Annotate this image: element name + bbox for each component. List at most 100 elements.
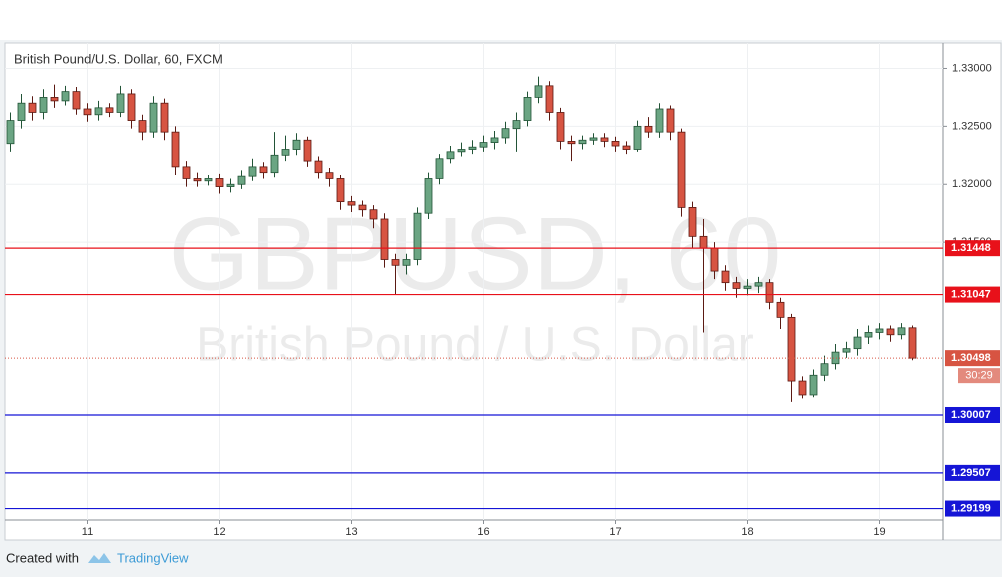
candle-body <box>765 282 774 303</box>
candle-body <box>688 207 697 237</box>
candle-body <box>248 166 257 177</box>
price-level-tag <box>945 500 1000 517</box>
candle-body <box>237 175 246 185</box>
candle-body <box>677 131 686 208</box>
chart-frame <box>4 42 1002 541</box>
candle-body <box>787 316 796 382</box>
candle-body <box>314 160 323 174</box>
candle-body <box>798 380 807 396</box>
candle-body <box>171 131 180 168</box>
x-tick-label: 19 <box>873 526 885 538</box>
candle-body <box>127 93 136 121</box>
candle-body <box>468 146 477 150</box>
candle-body <box>875 328 884 333</box>
y-tick-label: 1.32000 <box>952 178 992 190</box>
footer: Created with TradingView <box>6 550 189 565</box>
candle-body <box>842 348 851 353</box>
x-tick-label: 18 <box>741 526 753 538</box>
candle-body <box>567 141 576 145</box>
candle-body <box>193 178 202 182</box>
price-level-tag <box>945 406 1000 423</box>
price-level-label: 1.31448 <box>951 242 991 254</box>
candle-body <box>886 328 895 336</box>
candle-body <box>622 145 631 150</box>
candle-body <box>17 102 26 121</box>
x-tick-label: 13 <box>345 526 357 538</box>
candle-body <box>61 91 70 102</box>
candle-body <box>556 112 565 142</box>
countdown-label: 30:29 <box>965 370 993 382</box>
candle-body <box>413 212 422 260</box>
candle-body <box>94 107 103 116</box>
candle-body <box>732 282 741 289</box>
candle-body <box>259 166 268 174</box>
candle-body <box>501 128 510 139</box>
price-level-label: 1.30007 <box>951 409 991 421</box>
candle-body <box>644 125 653 133</box>
y-tick-label: 1.33000 <box>952 62 992 74</box>
candle-body <box>424 178 433 214</box>
candle-body <box>446 151 455 160</box>
candle-body <box>908 327 917 359</box>
price-level-label: 1.29507 <box>951 467 991 479</box>
watermark: GBPUSD, 60 British Pound / U.S. Dollar <box>169 196 782 371</box>
candle-body <box>490 137 499 143</box>
candle-body <box>270 154 279 174</box>
plot-layer: 1.330001.325001.320001.31500111213161718… <box>5 43 1000 538</box>
x-tick-label: 11 <box>82 526 93 538</box>
candle-body <box>72 91 81 110</box>
candle-body <box>534 85 543 98</box>
candle-body <box>754 282 763 287</box>
candle-body <box>699 235 708 249</box>
price-level-tag <box>945 464 1000 481</box>
candle-body <box>457 149 466 153</box>
candle-body <box>325 172 334 179</box>
candle-body <box>512 120 521 130</box>
candle-body <box>281 149 290 156</box>
candle-body <box>435 158 444 179</box>
candle-body <box>743 285 752 289</box>
candle-body <box>578 139 587 145</box>
candle-body <box>292 139 301 150</box>
price-level-tag <box>945 240 1000 257</box>
candle-body <box>336 178 345 203</box>
current-price-tag <box>945 350 1000 367</box>
candle-body <box>149 102 158 133</box>
candle-body <box>897 327 906 336</box>
watermark-name: British Pound / U.S. Dollar <box>196 319 754 372</box>
candle-body <box>380 218 389 260</box>
candle-body <box>853 336 862 350</box>
top-bar <box>0 0 1002 40</box>
candle-body <box>633 125 642 150</box>
candle-body <box>204 178 213 182</box>
footer-brand[interactable]: TradingView <box>117 550 189 565</box>
candle-body <box>589 137 598 141</box>
x-tick-label: 17 <box>609 526 621 538</box>
candle-body <box>666 108 675 133</box>
candle-body <box>105 107 114 113</box>
x-tick-label: 16 <box>477 526 489 538</box>
candle-body <box>182 166 191 179</box>
candle-body <box>809 374 818 396</box>
candle-body <box>402 259 411 266</box>
x-tick-label: 12 <box>213 526 225 538</box>
candle-body <box>28 102 37 113</box>
countdown-tag <box>958 368 1000 384</box>
candle-body <box>138 120 147 133</box>
candle-body <box>721 270 730 284</box>
candle-body <box>864 332 873 338</box>
candle-body <box>369 209 378 220</box>
candle-body <box>6 120 15 145</box>
price-level-tag <box>945 286 1000 303</box>
candle-body <box>303 139 312 162</box>
candle-body <box>600 137 609 142</box>
candle-body <box>710 247 719 272</box>
candle-body <box>820 363 829 376</box>
candle-body <box>50 97 59 102</box>
y-tick-label: 1.32500 <box>952 120 992 132</box>
candle-body <box>160 102 169 133</box>
candle-body <box>226 183 235 187</box>
candle-body <box>39 97 48 113</box>
